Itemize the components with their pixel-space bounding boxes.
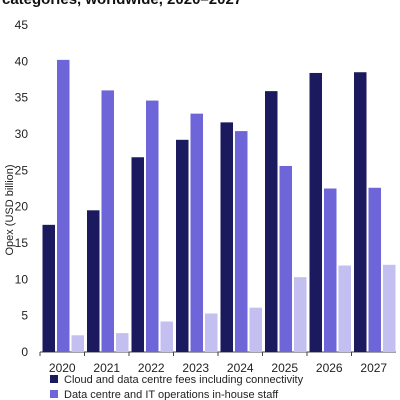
y-tick-label: 15 — [15, 236, 29, 250]
y-tick-label: 40 — [15, 54, 29, 68]
bar-series2-2021 — [101, 90, 114, 353]
bar-series3-2026 — [338, 265, 351, 352]
bar-series3-2027 — [383, 264, 396, 352]
x-tick-label: 2025 — [271, 361, 298, 375]
bar-series1-2027 — [354, 72, 367, 352]
y-tick-label: 0 — [21, 345, 28, 359]
bar-series3-2022 — [160, 321, 173, 352]
bar-series2-2024 — [235, 131, 248, 352]
legend-swatch — [50, 390, 58, 398]
x-tick-label: 2023 — [182, 361, 209, 375]
bar-series2-2020 — [57, 59, 70, 352]
legend-label: Data centre and IT operations in-house s… — [64, 389, 279, 400]
x-tick-label: 2021 — [93, 361, 120, 375]
bar-series2-2025 — [279, 165, 292, 352]
y-tick-label: 35 — [15, 91, 29, 105]
legend-label: Cloud and data centre fees including con… — [64, 374, 304, 386]
bar-series3-2025 — [294, 277, 307, 352]
y-tick-label: 20 — [15, 200, 29, 214]
bar-series2-2027 — [368, 187, 381, 352]
bar-series3-2021 — [116, 333, 129, 352]
bar-series2-2026 — [324, 188, 337, 352]
legend-swatch — [50, 375, 58, 383]
bar-series1-2022 — [131, 157, 144, 352]
bar-series1-2026 — [309, 72, 322, 353]
y-tick-label: 5 — [21, 309, 28, 323]
bar-series3-2023 — [205, 313, 218, 352]
bar-series1-2024 — [220, 122, 233, 352]
bar-series2-2022 — [146, 100, 159, 352]
bar-series3-2020 — [71, 335, 84, 352]
x-tick-label: 2026 — [316, 361, 343, 375]
y-tick-label: 30 — [15, 127, 29, 141]
y-axis-ticks: 0 5 10 15 20 25 30 35 40 45 — [15, 18, 29, 359]
bars — [42, 59, 396, 353]
x-axis-ticks: 2020 2021 2022 2023 2024 2025 2026 2027 — [39, 352, 387, 375]
bar-series3-2024 — [249, 307, 262, 352]
x-tick-label: 2024 — [227, 361, 254, 375]
x-tick-label: 2022 — [138, 361, 165, 375]
y-tick-label: 25 — [15, 163, 29, 177]
y-axis-label: Opex (USD billion) — [4, 164, 16, 255]
x-tick-label: 2027 — [360, 361, 387, 375]
bar-series2-2023 — [190, 113, 203, 352]
y-tick-label: 45 — [15, 18, 29, 32]
bar-series1-2023 — [176, 139, 189, 352]
chart-title: categories, worldwide, 2020–2027 — [2, 0, 242, 8]
bar-series1-2021 — [87, 210, 100, 352]
bar-series1-2020 — [42, 224, 55, 352]
bar-series1-2025 — [265, 91, 278, 353]
x-tick-label: 2020 — [49, 361, 76, 375]
legend: Cloud and data centre fees including con… — [50, 374, 304, 400]
y-tick-label: 10 — [15, 272, 29, 286]
